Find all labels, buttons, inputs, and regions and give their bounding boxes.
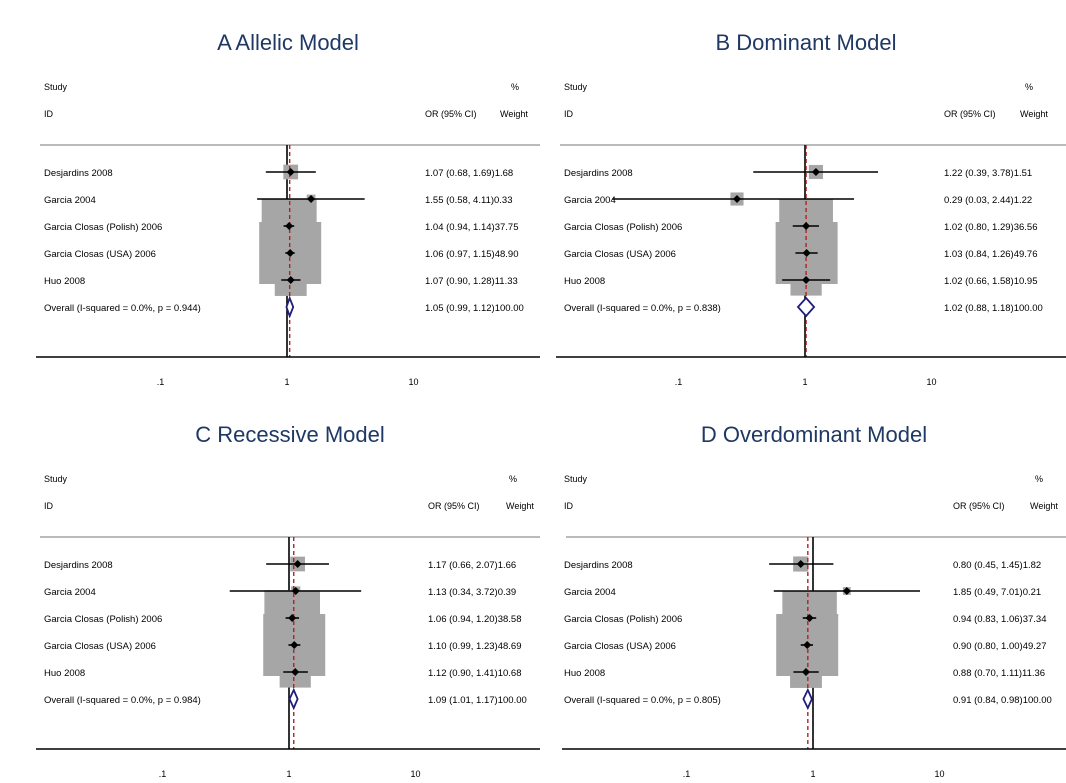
study-label: Garcia Closas (USA) 2006 xyxy=(44,249,156,260)
header-percent: % xyxy=(511,82,519,92)
overall-diamond xyxy=(290,690,298,708)
overall-or-text: 1.05 (0.99, 1.12)100.00 xyxy=(425,303,524,314)
x-tick-label: 1 xyxy=(284,377,289,387)
x-tick-label: .1 xyxy=(159,769,167,779)
x-tick-label: .1 xyxy=(157,377,165,387)
header-study: Study xyxy=(44,82,68,92)
study-or-text: 1.22 (0.39, 3.78)1.51 xyxy=(944,168,1032,179)
x-tick-label: 1 xyxy=(802,377,807,387)
overall-label: Overall (I-squared = 0.0%, p = 0.944) xyxy=(44,303,201,314)
overall-label: Overall (I-squared = 0.0%, p = 0.805) xyxy=(564,695,721,706)
header-weight: Weight xyxy=(506,501,534,511)
study-or-text: 1.06 (0.94, 1.20)38.58 xyxy=(428,614,522,625)
study-or-text: 1.12 (0.90, 1.41)10.68 xyxy=(428,668,522,679)
study-label: Garcia 2004 xyxy=(44,195,96,206)
panel-title: C Recessive Model xyxy=(195,422,385,447)
header-study: Study xyxy=(564,82,588,92)
study-or-text: 0.80 (0.45, 1.45)1.82 xyxy=(953,560,1041,571)
x-tick-label: .1 xyxy=(683,769,691,779)
overall-diamond xyxy=(798,298,814,316)
header-study: Study xyxy=(564,474,588,484)
header-or-ci: OR (95% CI) xyxy=(944,109,996,119)
study-or-text: 1.07 (0.68, 1.69)1.68 xyxy=(425,168,513,179)
study-or-text: 1.04 (0.94, 1.14)37.75 xyxy=(425,222,519,233)
overall-label: Overall (I-squared = 0.0%, p = 0.984) xyxy=(44,695,201,706)
study-label: Garcia 2004 xyxy=(564,195,616,206)
header-id: ID xyxy=(44,501,54,511)
header-or-ci: OR (95% CI) xyxy=(425,109,477,119)
study-label: Garcia Closas (Polish) 2006 xyxy=(44,614,162,625)
forest-plot-svg: C Recessive Model Study ID OR (95% CI)% Weig… xyxy=(0,392,540,783)
study-or-text: 1.85 (0.49, 7.01)0.21 xyxy=(953,587,1041,598)
study-or-text: 1.02 (0.66, 1.58)10.95 xyxy=(944,276,1038,287)
header-weight: Weight xyxy=(1030,501,1058,511)
study-label: Garcia Closas (USA) 2006 xyxy=(564,249,676,260)
study-label: Garcia Closas (USA) 2006 xyxy=(564,641,676,652)
study-label: Desjardins 2008 xyxy=(44,168,113,179)
study-or-text: 0.94 (0.83, 1.06)37.34 xyxy=(953,614,1047,625)
study-label: Desjardins 2008 xyxy=(44,560,113,571)
header-or-ci: OR (95% CI) xyxy=(953,501,1005,511)
x-tick-label: 10 xyxy=(934,769,944,779)
forest-plot-panel-d: D Overdominant Model Study ID OR (95% CI)% W… xyxy=(548,392,1066,783)
forest-plot-svg: A Allelic Model Study ID OR (95% CI)% Weight… xyxy=(0,0,540,392)
forest-plot-panel-b: B Dominant Model Study ID OR (95% CI)% Weigh… xyxy=(548,0,1066,392)
header-weight: Weight xyxy=(1020,109,1048,119)
study-or-text: 1.13 (0.34, 3.72)0.39 xyxy=(428,587,516,598)
forest-plot-svg: B Dominant Model Study ID OR (95% CI)% Weigh… xyxy=(548,0,1066,392)
study-or-text: 0.29 (0.03, 2.44)1.22 xyxy=(944,195,1032,206)
header-study: Study xyxy=(44,474,68,484)
study-or-text: 1.10 (0.99, 1.23)48.69 xyxy=(428,641,522,652)
header-percent: % xyxy=(1025,82,1033,92)
study-or-text: 0.90 (0.80, 1.00)49.27 xyxy=(953,641,1047,652)
study-label: Garcia Closas (USA) 2006 xyxy=(44,641,156,652)
study-label: Garcia Closas (Polish) 2006 xyxy=(44,222,162,233)
study-label: Huo 2008 xyxy=(44,276,85,287)
x-tick-label: 10 xyxy=(408,377,418,387)
x-tick-label: 10 xyxy=(926,377,936,387)
panel-title: D Overdominant Model xyxy=(701,422,927,447)
study-label: Garcia Closas (Polish) 2006 xyxy=(564,222,682,233)
study-label: Huo 2008 xyxy=(564,276,605,287)
study-or-text: 1.06 (0.97, 1.15)48.90 xyxy=(425,249,519,260)
study-or-text: 1.03 (0.84, 1.26)49.76 xyxy=(944,249,1038,260)
panel-title: B Dominant Model xyxy=(716,30,897,55)
header-percent: % xyxy=(509,474,517,484)
overall-diamond xyxy=(803,690,811,708)
study-label: Huo 2008 xyxy=(564,668,605,679)
forest-plot-panel-c: C Recessive Model Study ID OR (95% CI)% Weig… xyxy=(0,392,540,783)
study-label: Garcia 2004 xyxy=(564,587,616,598)
header-or-ci: OR (95% CI) xyxy=(428,501,480,511)
study-or-text: 1.07 (0.90, 1.28)11.33 xyxy=(425,276,518,287)
study-label: Desjardins 2008 xyxy=(564,560,633,571)
study-label: Desjardins 2008 xyxy=(564,168,633,179)
header-weight: Weight xyxy=(500,109,528,119)
x-tick-label: 10 xyxy=(410,769,420,779)
study-or-text: 1.55 (0.58, 4.11)0.33 xyxy=(425,195,513,206)
forest-plot-svg: D Overdominant Model Study ID OR (95% CI)% W… xyxy=(548,392,1066,783)
study-label: Huo 2008 xyxy=(44,668,85,679)
study-label: Garcia Closas (Polish) 2006 xyxy=(564,614,682,625)
x-tick-label: .1 xyxy=(675,377,683,387)
overall-label: Overall (I-squared = 0.0%, p = 0.838) xyxy=(564,303,721,314)
study-or-text: 1.02 (0.80, 1.29)36.56 xyxy=(944,222,1038,233)
overall-or-text: 1.02 (0.88, 1.18)100.00 xyxy=(944,303,1043,314)
overall-or-text: 1.09 (1.01, 1.17)100.00 xyxy=(428,695,527,706)
study-label: Garcia 2004 xyxy=(44,587,96,598)
overall-or-text: 0.91 (0.84, 0.98)100.00 xyxy=(953,695,1052,706)
study-or-text: 1.17 (0.66, 2.07)1.66 xyxy=(428,560,516,571)
header-id: ID xyxy=(44,109,54,119)
header-percent: % xyxy=(1035,474,1043,484)
forest-plot-panel-a: A Allelic Model Study ID OR (95% CI)% Weight… xyxy=(0,0,540,392)
x-tick-label: 1 xyxy=(286,769,291,779)
panel-title: A Allelic Model xyxy=(217,30,359,55)
study-or-text: 0.88 (0.70, 1.11)11.36 xyxy=(953,668,1045,679)
header-id: ID xyxy=(564,109,574,119)
x-tick-label: 1 xyxy=(810,769,815,779)
header-id: ID xyxy=(564,501,574,511)
